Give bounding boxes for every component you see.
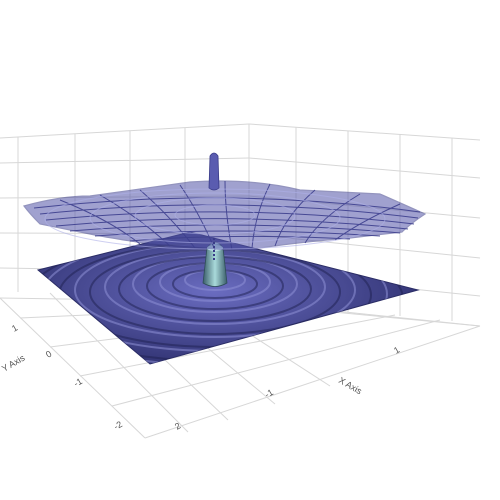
y-tick-label: -2 <box>112 419 124 432</box>
y-axis-title: Y Axis <box>0 352 27 373</box>
x-axis-title: X Axis <box>337 375 364 396</box>
mesh-surface-peak <box>208 152 220 191</box>
x-tick-label: -1 <box>263 387 275 400</box>
x-tick-label: 1 <box>392 345 401 356</box>
mesh-surface-outline <box>22 180 427 251</box>
y-tick-label: -1 <box>72 376 84 389</box>
mesh-surface <box>22 152 427 262</box>
y-tick-label: 2 <box>173 421 182 432</box>
y-tick-label: 0 <box>44 349 53 360</box>
y-tick-label: 1 <box>10 323 19 334</box>
